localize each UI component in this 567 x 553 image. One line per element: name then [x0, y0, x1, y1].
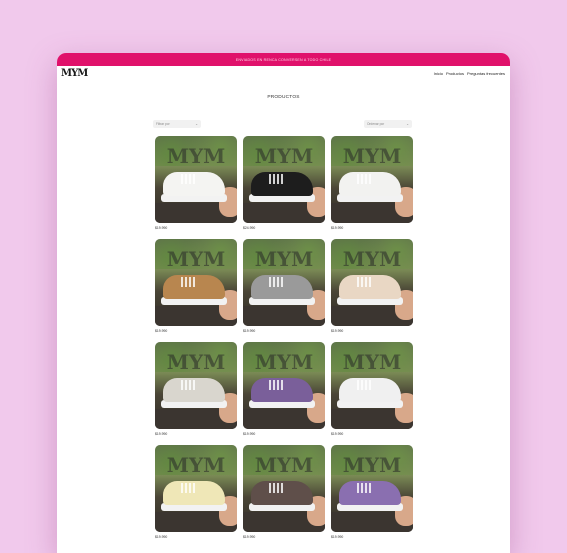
product-card[interactable]: MYM $19.990 [243, 239, 325, 342]
product-image[interactable]: MYM [155, 445, 237, 532]
nav-item-inicio[interactable]: Inicio [433, 71, 443, 76]
product-price: $19.990 [331, 432, 344, 436]
sort-dropdown[interactable]: Ordenar por ⌄ [364, 120, 412, 128]
product-image[interactable]: MYM [331, 445, 413, 532]
product-image[interactable]: MYM [155, 239, 237, 326]
announcement-text: ENVIADOS EN RENCA CONVERSEN A TODO CHILE [235, 57, 332, 62]
product-price: $19.990 [155, 535, 168, 539]
product-card[interactable]: MYM $19.990 [243, 342, 325, 445]
product-price: $19.990 [155, 226, 168, 230]
product-card[interactable]: MYM $19.990 [331, 239, 413, 342]
product-image[interactable]: MYM [331, 136, 413, 223]
product-image[interactable]: MYM [155, 136, 237, 223]
filter-label: Filtrar por [156, 122, 170, 126]
product-image[interactable]: MYM [155, 342, 237, 429]
product-card[interactable]: MYM $19.990 [155, 445, 237, 548]
product-image[interactable]: MYM [243, 136, 325, 223]
nav-item-productos[interactable]: Productos [445, 71, 464, 76]
browser-window: ENVIADOS EN RENCA CONVERSEN A TODO CHILE… [57, 53, 510, 553]
product-card[interactable]: MYM $19.990 [155, 136, 237, 239]
product-price: $19.990 [331, 535, 344, 539]
main-nav: Inicio Productos Preguntas frecuentes [434, 71, 505, 76]
product-card[interactable]: MYM $19.990 [331, 136, 413, 239]
product-image[interactable]: MYM [243, 239, 325, 326]
announcement-bar: ENVIADOS EN RENCA CONVERSEN A TODO CHILE [57, 53, 510, 66]
chevron-down-icon: ⌄ [195, 122, 198, 126]
product-image[interactable]: MYM [243, 342, 325, 429]
product-price: $19.990 [331, 226, 344, 230]
product-price: $19.990 [155, 329, 168, 333]
nav-item-faq[interactable]: Preguntas frecuentes [466, 71, 505, 76]
product-card[interactable]: MYM $19.990 [243, 445, 325, 548]
product-price: $19.990 [331, 329, 344, 333]
product-price: $19.990 [243, 432, 256, 436]
sort-label: Ordenar por [367, 122, 385, 126]
site-logo[interactable]: MYM [61, 68, 88, 79]
product-image[interactable]: MYM [243, 445, 325, 532]
product-price: $19.990 [243, 329, 256, 333]
product-card[interactable]: MYM $19.990 [155, 342, 237, 445]
product-price: $19.990 [243, 535, 256, 539]
product-image[interactable]: MYM [331, 342, 413, 429]
site-header: MYM Inicio Productos Preguntas frecuente… [57, 66, 510, 84]
filter-dropdown[interactable]: Filtrar por ⌄ [153, 120, 201, 128]
chevron-down-icon: ⌄ [406, 122, 409, 126]
product-card[interactable]: MYM $19.990 [331, 445, 413, 548]
product-card[interactable]: MYM $24.990 [243, 136, 325, 239]
product-price: $24.990 [243, 226, 256, 230]
product-grid: MYM $19.990 MYM $24.990 MYM $19.990 MYM $19.990… [155, 136, 413, 548]
product-image[interactable]: MYM [331, 239, 413, 326]
page-title: PRODUCTOS [267, 95, 300, 100]
product-card[interactable]: MYM $19.990 [331, 342, 413, 445]
product-price: $19.990 [155, 432, 168, 436]
product-card[interactable]: MYM $19.990 [155, 239, 237, 342]
